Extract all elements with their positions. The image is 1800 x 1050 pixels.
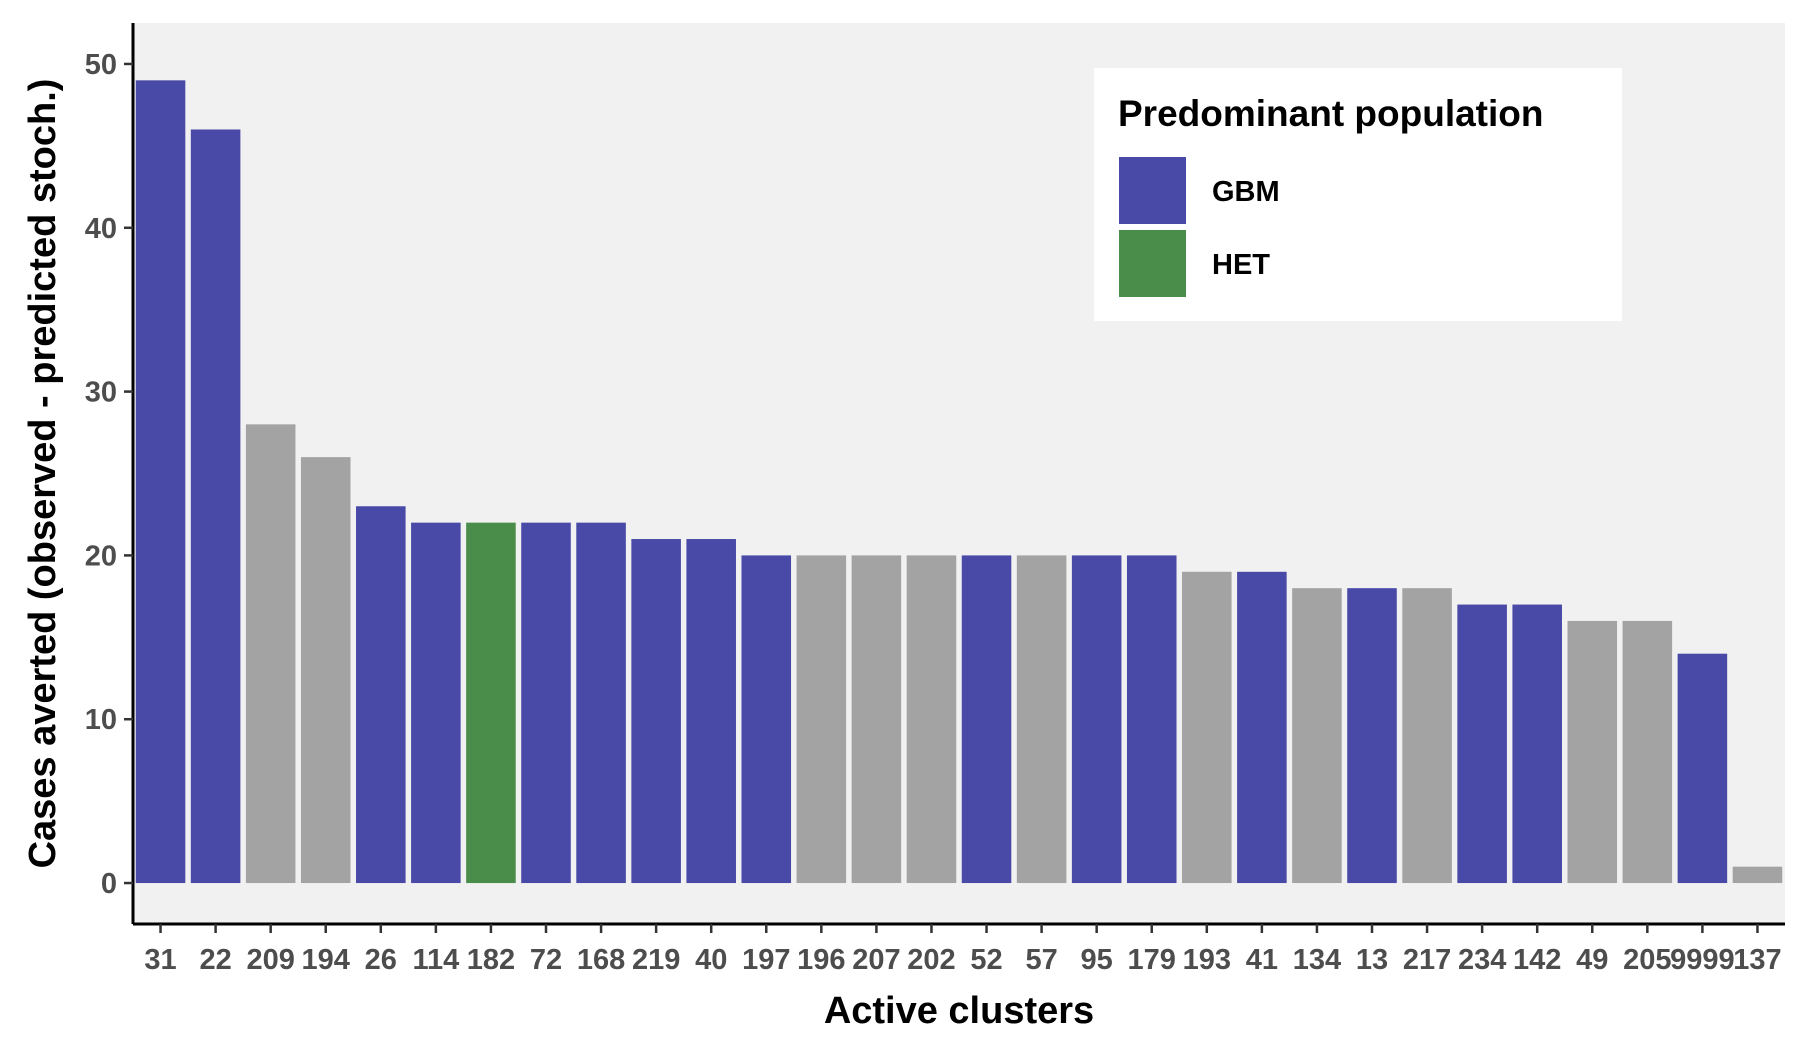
bar-205 — [1622, 620, 1673, 884]
x-tick-label: 209 — [246, 944, 294, 976]
x-tick-label: 49 — [1576, 944, 1608, 976]
bar-49 — [1567, 620, 1618, 884]
legend-label-het: HET — [1212, 249, 1270, 281]
bar-40 — [686, 539, 736, 884]
x-tick-label: 95 — [1081, 944, 1113, 976]
legend: Predominant population GBM HET — [1094, 68, 1622, 321]
x-tick-label: 114 — [412, 944, 459, 976]
bar-142 — [1512, 604, 1562, 884]
bar-57 — [1016, 555, 1067, 884]
legend-title: Predominant population — [1118, 93, 1543, 134]
bars-group — [135, 80, 1783, 884]
bar-219 — [631, 539, 681, 884]
bar-179 — [1126, 555, 1177, 884]
x-tick-label: 31 — [144, 944, 176, 976]
y-tick-label: 50 — [85, 49, 117, 81]
bar-217 — [1402, 588, 1452, 884]
bar-202 — [906, 555, 957, 884]
bar-52 — [961, 555, 1012, 884]
bar-197 — [741, 555, 792, 884]
bar-31 — [135, 80, 186, 884]
bar-182 — [466, 522, 516, 884]
x-tick-label: 22 — [199, 944, 231, 976]
x-tick-label: 196 — [797, 944, 845, 976]
bar-26 — [356, 506, 406, 884]
y-tick-label: 40 — [85, 213, 117, 245]
x-tick-label: 52 — [970, 944, 1002, 976]
y-tick-label: 10 — [85, 704, 117, 736]
x-tick-label: 134 — [1293, 944, 1341, 976]
bar-41 — [1237, 571, 1287, 884]
y-tick-label: 30 — [85, 377, 117, 409]
x-tick-label: 9999 — [1670, 944, 1735, 976]
legend-key-het — [1117, 228, 1188, 299]
legend-label-gbm: GBM — [1212, 176, 1280, 208]
y-tick-label: 0 — [101, 868, 117, 900]
bar-194 — [300, 457, 351, 884]
x-axis-title: Active clusters — [824, 990, 1094, 1032]
x-tick-label: 57 — [1025, 944, 1057, 976]
bar-95 — [1071, 555, 1122, 884]
x-tick-label: 217 — [1403, 944, 1451, 976]
x-tick-label: 168 — [577, 944, 625, 976]
bar-13 — [1347, 588, 1397, 884]
bar-9999 — [1677, 653, 1728, 884]
x-tick-label: 13 — [1356, 944, 1388, 976]
bar-209 — [245, 424, 296, 884]
y-axis: 0 10 20 30 40 50 — [85, 23, 135, 924]
legend-key-gbm — [1117, 155, 1188, 226]
y-axis-title: Cases averted (observed - predicted stoc… — [22, 79, 64, 869]
x-tick-label: 137 — [1733, 944, 1781, 976]
x-tick-label: 202 — [907, 944, 955, 976]
bar-207 — [851, 555, 902, 884]
x-tick-label: 234 — [1458, 944, 1506, 976]
bar-193 — [1182, 571, 1232, 884]
y-tick-label: 20 — [85, 540, 117, 572]
x-tick-label: 179 — [1128, 944, 1176, 976]
bar-196 — [796, 555, 847, 884]
x-tick-label: 205 — [1623, 944, 1671, 976]
x-tick-label: 193 — [1183, 944, 1231, 976]
x-tick-label: 142 — [1513, 944, 1561, 976]
bar-137 — [1732, 866, 1783, 884]
x-tick-label: 40 — [695, 944, 727, 976]
bar-22 — [190, 129, 241, 884]
bar-234 — [1457, 604, 1507, 884]
x-tick-label: 194 — [302, 944, 350, 976]
x-tick-label: 219 — [632, 944, 680, 976]
x-tick-label: 41 — [1246, 944, 1278, 976]
bar-168 — [576, 522, 626, 884]
x-tick-label: 26 — [365, 944, 397, 976]
x-tick-label: 207 — [852, 944, 900, 976]
x-tick-label: 182 — [467, 944, 515, 976]
x-tick-label: 197 — [742, 944, 790, 976]
x-tick-label: 72 — [530, 944, 562, 976]
bar-72 — [521, 522, 571, 884]
bar-134 — [1292, 588, 1342, 884]
bar-114 — [411, 522, 461, 884]
x-axis: 31 22 209 194 26 114 182 72 168 219 40 197 196 207 202… — [133, 922, 1785, 976]
